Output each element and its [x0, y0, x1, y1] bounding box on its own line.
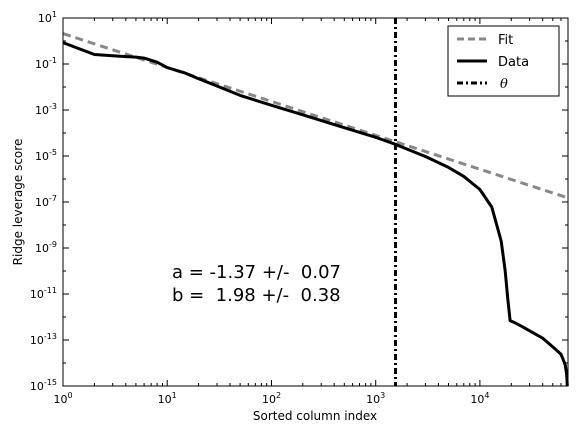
tick-marks-layer	[62, 17, 569, 387]
legend-theta-label: θ	[500, 77, 508, 92]
data-series-layer	[62, 41, 569, 387]
fit-parameters-annotation: a = -1.37 +/- 0.07 b = 1.98 +/- 0.38	[172, 262, 341, 306]
annotation-line-a: a = -1.37 +/- 0.07	[172, 262, 341, 283]
x-axis-label: Sorted column index	[253, 409, 377, 423]
y-axis-label: Ridge leverage score	[11, 139, 25, 266]
legend-data-label: Data	[498, 55, 529, 70]
legend-fit-label: Fit	[498, 33, 513, 48]
fit-series-layer	[62, 32, 569, 200]
annotation-line-b: b = 1.98 +/- 0.38	[172, 285, 341, 306]
fit-line	[62, 32, 569, 200]
legend: Fit Data θ	[447, 25, 560, 97]
x-tick-labels: 100 101 102 103 104	[53, 391, 489, 406]
data-line	[62, 41, 569, 387]
